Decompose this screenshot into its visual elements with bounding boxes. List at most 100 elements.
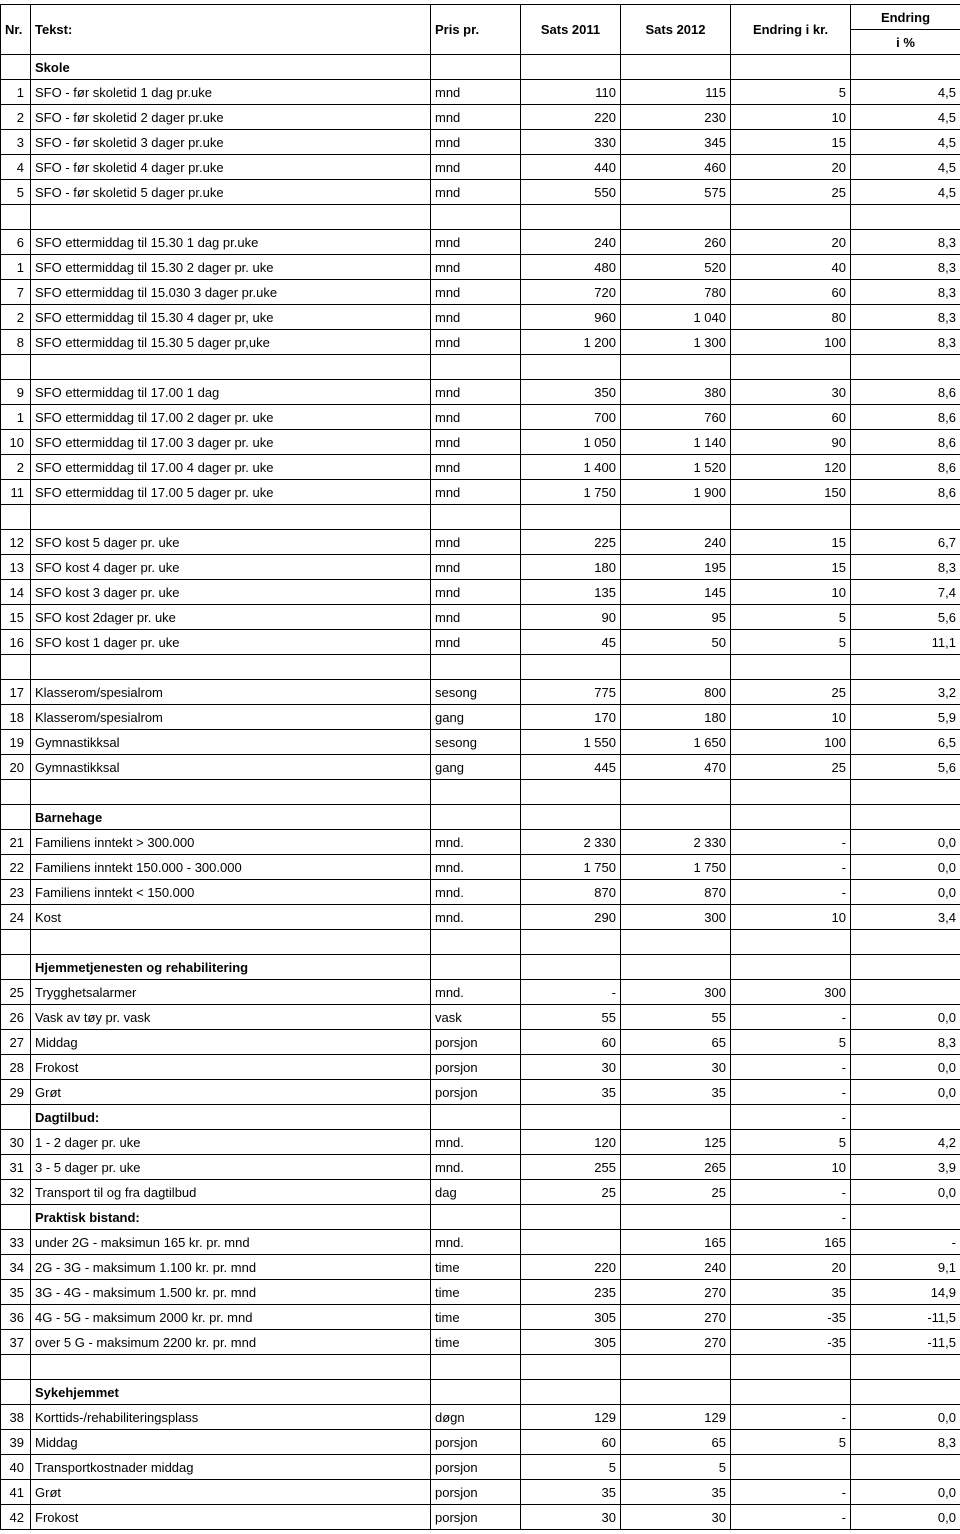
cell-tekst: Middag <box>31 1430 431 1455</box>
cell-sats2012: 180 <box>621 705 731 730</box>
table-row: 33under 2G - maksimun 165 kr. pr. mndmnd… <box>1 1230 960 1255</box>
cell-endring-kr <box>731 955 851 980</box>
cell-tekst <box>31 505 431 530</box>
cell-endring-kr <box>731 930 851 955</box>
cell-endring-pct: 8,3 <box>851 255 960 280</box>
cell-unit: mnd <box>431 480 521 505</box>
cell-nr: 21 <box>1 830 31 855</box>
cell-sats2011: 960 <box>521 305 621 330</box>
cell-nr: 36 <box>1 1305 31 1330</box>
cell-unit: mnd. <box>431 880 521 905</box>
cell-unit <box>431 355 521 380</box>
cell-sats2012 <box>621 205 731 230</box>
cell-sats2011: 45 <box>521 630 621 655</box>
table-row: 15SFO kost 2dager pr. ukemnd909555,6 <box>1 605 960 630</box>
cell-endring-pct <box>851 1380 960 1405</box>
cell-sats2011 <box>521 780 621 805</box>
cell-endring-pct: 3,9 <box>851 1155 960 1180</box>
cell-endring-pct: 8,3 <box>851 230 960 255</box>
cell-sats2011: 2 330 <box>521 830 621 855</box>
cell-nr <box>1 655 31 680</box>
cell-endring-kr: 100 <box>731 330 851 355</box>
table-row: 8SFO ettermiddag til 15.30 5 dager pr,uk… <box>1 330 960 355</box>
cell-nr: 4 <box>1 155 31 180</box>
cell-tekst: SFO kost 3 dager pr. uke <box>31 580 431 605</box>
cell-sats2012 <box>621 955 731 980</box>
cell-nr: 19 <box>1 730 31 755</box>
cell-endring-pct: 0,0 <box>851 1180 960 1205</box>
cell-sats2012: 870 <box>621 880 731 905</box>
cell-unit: mnd <box>431 155 521 180</box>
cell-unit <box>431 655 521 680</box>
cell-endring-kr: 35 <box>731 1280 851 1305</box>
cell-endring-pct: 4,5 <box>851 155 960 180</box>
cell-unit: mnd <box>431 255 521 280</box>
cell-unit: mnd. <box>431 855 521 880</box>
cell-unit <box>431 55 521 80</box>
cell-endring-kr: - <box>731 1480 851 1505</box>
cell-sats2011: 480 <box>521 255 621 280</box>
cell-unit: porsjon <box>431 1505 521 1530</box>
cell-endring-kr: 15 <box>731 530 851 555</box>
col-tekst: Tekst: <box>31 5 431 55</box>
cell-endring-kr: 25 <box>731 180 851 205</box>
cell-sats2012: 2 330 <box>621 830 731 855</box>
table-row: 20Gymnastikksalgang445470255,6 <box>1 755 960 780</box>
cell-endring-kr: 300 <box>731 980 851 1005</box>
table-row: 5SFO - før skoletid 5 dager pr.ukemnd550… <box>1 180 960 205</box>
cell-sats2012: 30 <box>621 1055 731 1080</box>
cell-sats2011: 1 400 <box>521 455 621 480</box>
cell-unit: mnd. <box>431 830 521 855</box>
cell-endring-kr: 10 <box>731 1155 851 1180</box>
table-header: Nr. Tekst: Pris pr. Sats 2011 Sats 2012 … <box>1 5 960 55</box>
cell-sats2011 <box>521 1105 621 1130</box>
cell-nr: 5 <box>1 180 31 205</box>
cell-sats2011: 55 <box>521 1005 621 1030</box>
cell-unit: sesong <box>431 680 521 705</box>
cell-tekst: Sykehjemmet <box>31 1380 431 1405</box>
cell-unit: mnd <box>431 430 521 455</box>
cell-nr: 33 <box>1 1230 31 1255</box>
cell-endring-kr <box>731 355 851 380</box>
table-row <box>1 930 960 955</box>
cell-sats2011: 445 <box>521 755 621 780</box>
cell-nr <box>1 1205 31 1230</box>
cell-unit: mnd. <box>431 1230 521 1255</box>
cell-sats2011: 5 <box>521 1455 621 1480</box>
cell-tekst: Familiens inntekt < 150.000 <box>31 880 431 905</box>
table-row: 23Familiens inntekt < 150.000mnd.870870-… <box>1 880 960 905</box>
table-row: 313 - 5 dager pr. ukemnd.255265103,9 <box>1 1155 960 1180</box>
cell-endring-kr <box>731 55 851 80</box>
cell-sats2012 <box>621 1205 731 1230</box>
cell-unit: time <box>431 1255 521 1280</box>
table-row: 24Kostmnd.290300103,4 <box>1 905 960 930</box>
cell-tekst: SFO ettermiddag til 17.00 1 dag <box>31 380 431 405</box>
cell-sats2012: 50 <box>621 630 731 655</box>
cell-endring-pct: 4,5 <box>851 105 960 130</box>
table-row: 364G - 5G - maksimum 2000 kr. pr. mndtim… <box>1 1305 960 1330</box>
cell-tekst <box>31 930 431 955</box>
cell-tekst: SFO ettermiddag til 15.30 5 dager pr,uke <box>31 330 431 355</box>
cell-endring-pct: 5,9 <box>851 705 960 730</box>
cell-nr <box>1 1355 31 1380</box>
cell-endring-pct <box>851 930 960 955</box>
cell-nr <box>1 955 31 980</box>
cell-sats2012 <box>621 805 731 830</box>
cell-endring-pct: 14,9 <box>851 1280 960 1305</box>
cell-endring-kr: - <box>731 1105 851 1130</box>
cell-sats2011: 30 <box>521 1055 621 1080</box>
table-row: 2SFO - før skoletid 2 dager pr.ukemnd220… <box>1 105 960 130</box>
table-row: Sykehjemmet <box>1 1380 960 1405</box>
cell-endring-kr: 40 <box>731 255 851 280</box>
cell-sats2012: 1 520 <box>621 455 731 480</box>
table-row: 19Gymnastikksalsesong1 5501 6501006,5 <box>1 730 960 755</box>
cell-sats2011: 305 <box>521 1305 621 1330</box>
cell-endring-kr: 20 <box>731 1255 851 1280</box>
cell-unit: porsjon <box>431 1455 521 1480</box>
cell-tekst: Transportkostnader middag <box>31 1455 431 1480</box>
cell-endring-kr: - <box>731 1180 851 1205</box>
cell-sats2011 <box>521 1230 621 1255</box>
cell-nr: 18 <box>1 705 31 730</box>
cell-unit <box>431 1355 521 1380</box>
cell-endring-pct <box>851 1105 960 1130</box>
